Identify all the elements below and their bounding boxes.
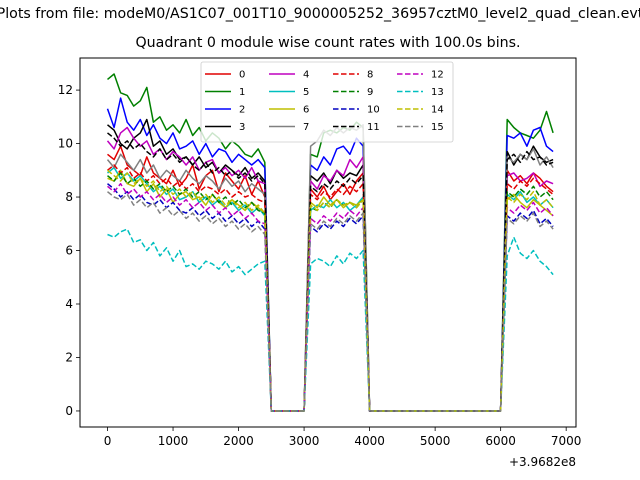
series-line-7	[106, 124, 554, 412]
series-line-13	[107, 228, 554, 412]
legend-label-9: 9	[367, 87, 373, 98]
x-offset-label: +3.9682e8	[509, 455, 576, 469]
x-tick-label: 4000	[354, 434, 385, 448]
legend-label-14: 14	[431, 105, 444, 116]
legend-label-1: 1	[239, 87, 245, 98]
y-tick-label: 12	[58, 83, 73, 97]
series-line-8	[107, 164, 554, 412]
legend-label-15: 15	[431, 122, 444, 133]
x-tick-label: 6000	[485, 434, 516, 448]
series-line-14	[107, 169, 554, 412]
legend-label-13: 13	[431, 87, 444, 98]
series-line-9	[107, 172, 554, 412]
x-tick-label: 7000	[551, 434, 582, 448]
series-line-4	[106, 126, 554, 412]
legend-label-4: 4	[303, 70, 309, 81]
chart-title: Quadrant 0 module wise count rates with …	[135, 35, 521, 51]
y-tick-label: 0	[65, 404, 73, 418]
legend-label-7: 7	[303, 122, 309, 133]
legend-label-2: 2	[239, 105, 245, 116]
y-tick-label: 8	[65, 190, 73, 204]
x-tick-label: 1000	[158, 434, 189, 448]
legend-label-11: 11	[367, 122, 380, 133]
series-line-10	[107, 183, 554, 412]
plot-frame	[79, 57, 577, 428]
series-line-15	[107, 191, 554, 412]
x-tick-label: 2000	[223, 434, 254, 448]
legend-label-10: 10	[367, 105, 380, 116]
legend-label-6: 6	[303, 105, 309, 116]
series-line-6	[107, 169, 554, 412]
x-tick-label: 3000	[289, 434, 320, 448]
y-tick-label: 6	[65, 244, 73, 258]
figure-suptitle: Plots from file: modeM0/AS1C07_001T10_90…	[0, 6, 640, 22]
series-layer	[106, 73, 554, 412]
x-tick-label: 5000	[420, 434, 451, 448]
series-line-12	[107, 182, 554, 412]
legend-label-3: 3	[239, 122, 245, 133]
legend-label-12: 12	[431, 70, 444, 81]
y-tick-label: 4	[65, 297, 73, 311]
legend-label-0: 0	[239, 70, 245, 81]
legend-label-5: 5	[303, 87, 309, 98]
legend-box	[200, 61, 454, 143]
y-tick-label: 2	[65, 350, 73, 364]
legend-label-8: 8	[367, 70, 373, 81]
x-tick-label: 0	[104, 434, 112, 448]
y-tick-label: 10	[58, 137, 73, 151]
series-line-2	[106, 97, 554, 412]
